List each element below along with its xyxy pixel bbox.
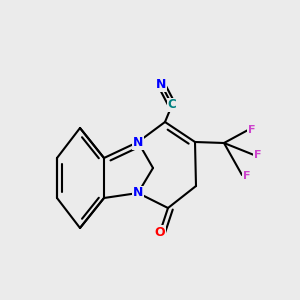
Text: N: N bbox=[156, 77, 166, 91]
Text: F: F bbox=[248, 125, 256, 135]
Text: C: C bbox=[168, 98, 176, 112]
Text: F: F bbox=[243, 171, 251, 181]
Text: F: F bbox=[254, 150, 262, 160]
Text: N: N bbox=[133, 136, 143, 148]
Text: O: O bbox=[155, 226, 165, 238]
Text: N: N bbox=[133, 187, 143, 200]
